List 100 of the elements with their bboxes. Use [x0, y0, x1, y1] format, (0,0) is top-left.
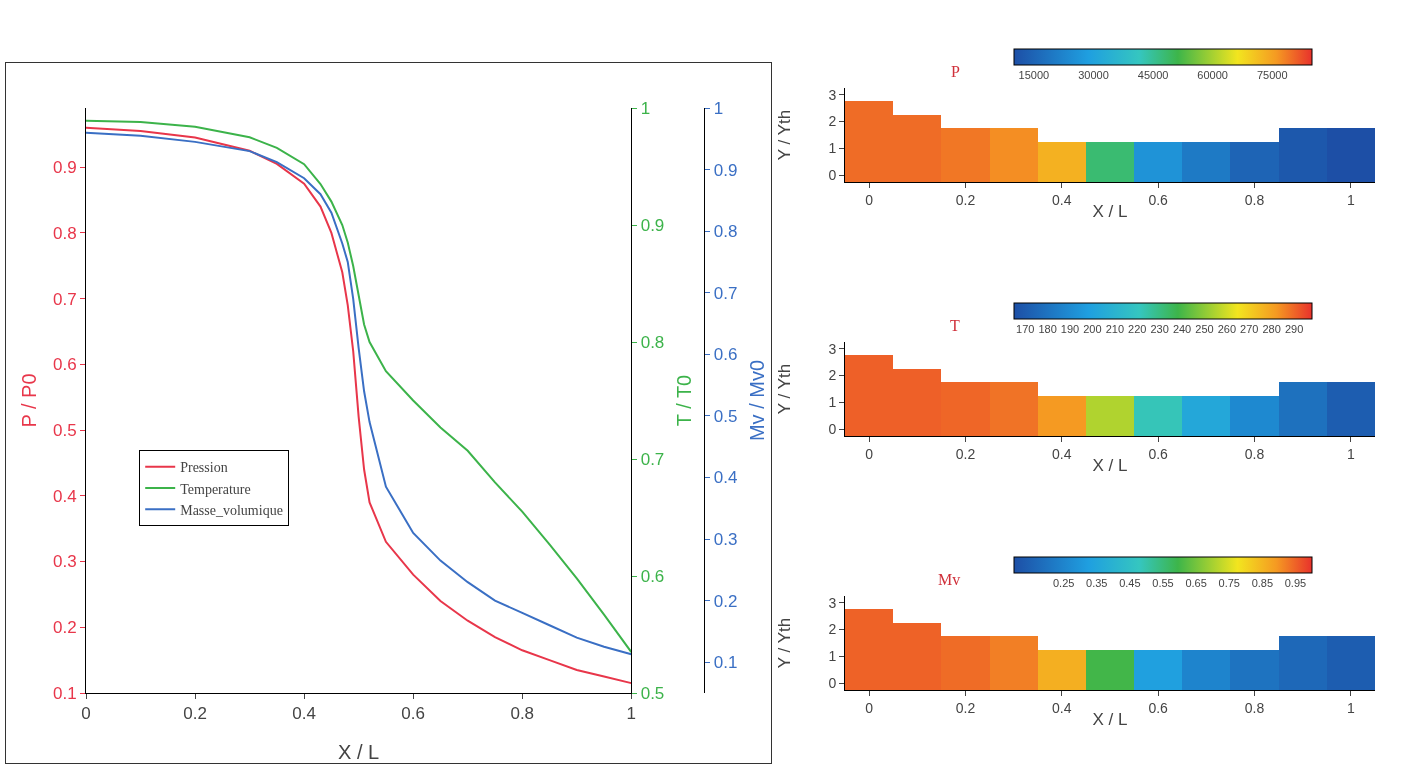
color-bar-title: P	[951, 63, 960, 80]
color-bar-label: 210	[1105, 323, 1125, 336]
y3-axis-title: Mv / Mv0	[746, 359, 769, 442]
color-bar-label: 190	[1060, 323, 1080, 336]
color-bar-label: 0.75	[1218, 577, 1240, 590]
y-axis-title: Y / Yth	[775, 109, 794, 161]
y3-tick-label: 0.4	[713, 468, 738, 488]
y-tick-label: 3	[828, 340, 837, 357]
y-tick-label: 0.4	[52, 486, 77, 506]
color-bar-label: 230	[1150, 323, 1169, 336]
y-tick-label: 0.9	[52, 158, 77, 178]
color-bar-label: 0.45	[1119, 577, 1141, 590]
x-tick-label: 0.2	[183, 704, 207, 724]
x-axis-title: X / L	[338, 741, 380, 763]
y2-tick-label: 0.7	[640, 449, 665, 469]
color-bar-label: 75000	[1256, 69, 1288, 82]
x-tick-label: 0	[865, 191, 874, 208]
y3-tick-label: 0.1	[713, 653, 738, 673]
y3-tick-label: 0.2	[713, 591, 738, 611]
y-axis-title: Y / Yth	[775, 617, 794, 669]
color-bar-label: 0.35	[1086, 577, 1108, 590]
x-tick-label: 0.2	[955, 191, 976, 208]
y3-tick-label: 0.5	[713, 406, 738, 426]
y-tick-label: 2	[828, 621, 837, 638]
color-bar-label: 280	[1262, 323, 1281, 336]
x-tick-label: 0.2	[955, 699, 976, 716]
y3-tick-label: 0.6	[713, 345, 738, 365]
color-bar-label: 260	[1217, 323, 1237, 336]
x-tick-label: 0.6	[1148, 191, 1169, 208]
color-bar-label: 0.85	[1251, 577, 1274, 590]
color-bar-label: 45000	[1137, 69, 1169, 82]
y-tick-label: 0	[828, 675, 837, 692]
x-tick-label: 1	[1347, 445, 1356, 462]
color-bar-label: 270	[1240, 323, 1259, 336]
y-tick-label: 3	[828, 594, 837, 611]
y3-tick-label: 1	[713, 98, 724, 118]
color-bar-label: 290	[1284, 323, 1304, 336]
y-tick-label: 0.3	[52, 552, 77, 572]
color-bar-title: Mv	[938, 571, 961, 588]
y-axis-title: P / P0	[18, 373, 40, 428]
x-tick-label: 0.8	[1244, 699, 1265, 716]
legend-label: Masse_volumique	[180, 502, 283, 518]
x-tick-label: 0.4	[1052, 445, 1072, 462]
x-axis-title: X / L	[1092, 455, 1128, 475]
x-tick-label: 1	[626, 704, 637, 724]
y-tick-label: 2	[828, 367, 837, 384]
x-tick-label: 0.8	[1244, 445, 1265, 462]
x-tick-label: 0.6	[1148, 699, 1169, 716]
x-tick-label: 1	[1347, 191, 1356, 208]
x-tick-label: 0	[865, 699, 874, 716]
y-tick-label: 3	[828, 86, 837, 103]
y-tick-label: 0.8	[52, 223, 77, 243]
y-tick-label: 1	[828, 648, 837, 665]
color-bar-label: 240	[1172, 323, 1192, 336]
y3-tick-label: 0.7	[713, 283, 738, 303]
x-tick-label: 0.4	[1052, 191, 1072, 208]
y-tick-label: 0.5	[52, 421, 77, 441]
color-bar-label: 0.95	[1284, 577, 1307, 590]
color-bar-label: 0.65	[1185, 577, 1207, 590]
color-bar-label: 200	[1083, 323, 1102, 336]
y2-axis-title: T / T0	[673, 374, 696, 427]
color-bar-label: 60000	[1197, 69, 1228, 82]
color-bar-label: 220	[1128, 323, 1147, 336]
y-tick-label: 0.6	[52, 355, 77, 375]
y-tick-label: 0	[828, 167, 837, 184]
x-tick-label: 0	[865, 445, 874, 462]
y2-tick-label: 0.6	[640, 566, 665, 586]
y2-tick-label: 1	[640, 98, 651, 118]
y-tick-label: 0.7	[52, 289, 77, 309]
x-tick-label: 0.4	[1052, 699, 1072, 716]
y2-tick-label: 0.9	[640, 215, 665, 235]
y-tick-label: 0.1	[52, 683, 77, 703]
x-tick-label: 0	[81, 704, 91, 724]
color-bar-label: 180	[1038, 323, 1057, 336]
color-bar-label: 250	[1195, 323, 1214, 336]
legend-label: Temperature	[180, 481, 251, 497]
y2-tick-label: 0.5	[640, 683, 665, 703]
color-bar-title: T	[950, 317, 960, 334]
x-tick-label: 0.8	[510, 704, 535, 724]
x-axis-title: X / L	[1092, 709, 1128, 729]
x-tick-label: 1	[1347, 699, 1356, 716]
y-tick-label: 2	[828, 113, 837, 130]
x-tick-label: 0.4	[292, 704, 316, 724]
color-bar-label: 0.55	[1152, 577, 1174, 590]
y-tick-label: 1	[828, 140, 837, 157]
x-tick-label: 0.6	[1148, 445, 1169, 462]
color-bar-label: 30000	[1078, 69, 1109, 82]
x-axis-title: X / L	[1092, 201, 1128, 221]
x-tick-label: 0.8	[1244, 191, 1265, 208]
color-bar-label: 15000	[1018, 69, 1050, 82]
y-axis-title: Y / Yth	[775, 363, 794, 415]
x-tick-label: 0.6	[401, 704, 425, 724]
y3-tick-label: 0.9	[713, 160, 738, 180]
y3-tick-label: 0.3	[713, 530, 738, 549]
y-tick-label: 1	[828, 394, 837, 411]
color-bar-label: 170	[1016, 323, 1035, 336]
x-tick-label: 0.2	[955, 445, 976, 462]
y-tick-label: 0	[828, 421, 837, 438]
y3-tick-label: 0.8	[713, 222, 738, 242]
color-bar-label: 0.25	[1052, 577, 1075, 590]
